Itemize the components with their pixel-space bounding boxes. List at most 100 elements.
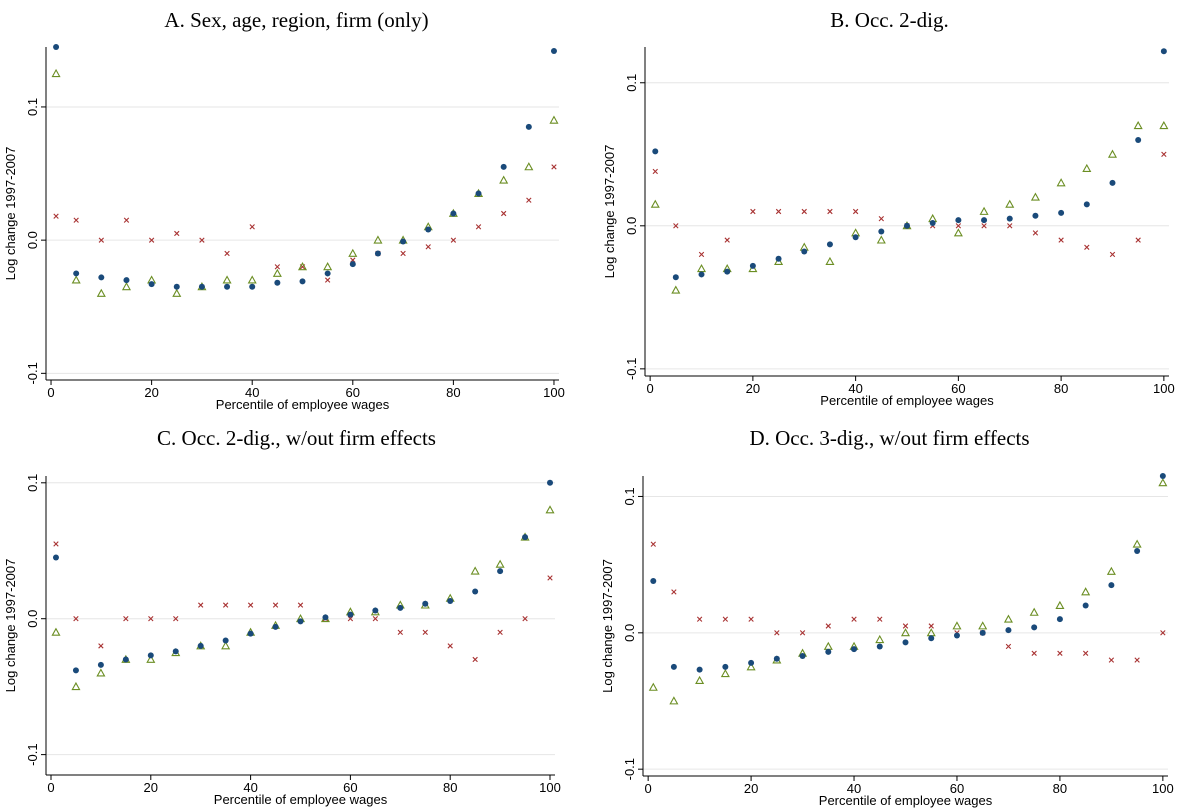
- y-tick-label: -0.1: [25, 743, 40, 765]
- data-point-dot: [1159, 473, 1166, 479]
- data-point-dot: [550, 47, 557, 54]
- data-point-dot: [801, 248, 808, 255]
- data-point-cross: [148, 237, 155, 243]
- data-point-triangle: [499, 175, 509, 184]
- data-point-dot: [147, 652, 154, 659]
- data-point-dot: [299, 278, 306, 285]
- panel-d: D. Occ. 3-dig., w/out firm effects -0.1 0…: [593, 404, 1186, 808]
- data-point-dot: [374, 250, 381, 257]
- data-point-dot: [198, 283, 205, 290]
- data-point-dot: [372, 607, 379, 614]
- x-tick-label: 0: [645, 781, 652, 796]
- data-point-triangle: [978, 621, 988, 630]
- y-tick-label: 0.0: [624, 217, 639, 235]
- data-point-dot: [652, 148, 659, 155]
- data-point-triangle: [774, 256, 784, 265]
- data-point-triangle: [247, 275, 257, 284]
- x-tick-label: 100: [1153, 381, 1175, 396]
- data-point-cross: [249, 224, 255, 230]
- data-point-triangle: [1081, 587, 1091, 596]
- data-point-cross: [851, 616, 857, 622]
- data-point-cross: [53, 541, 59, 547]
- x-tick-label: 100: [539, 780, 561, 795]
- data-point-cross: [547, 575, 553, 581]
- data-point-triangle: [146, 654, 156, 663]
- data-point-cross: [73, 217, 79, 223]
- data-point-triangle: [51, 68, 61, 78]
- data-point-cross: [1108, 657, 1115, 663]
- data-point-dot: [297, 618, 304, 625]
- data-point-cross: [827, 208, 833, 215]
- data-point-triangle: [650, 199, 660, 208]
- data-point-cross: [698, 251, 705, 258]
- data-point-triangle: [297, 262, 308, 271]
- data-point-cross: [174, 230, 180, 237]
- data-point-triangle: [1029, 607, 1039, 616]
- data-point-cross: [1007, 223, 1013, 229]
- data-point-dot: [1056, 616, 1063, 623]
- data-point-triangle: [1005, 199, 1015, 208]
- y-tick-label: 0.0: [25, 610, 40, 628]
- data-point-cross: [878, 215, 885, 222]
- data-point-dot: [1134, 548, 1141, 554]
- data-point-dot: [450, 210, 457, 217]
- data-point-dot: [696, 666, 703, 673]
- x-tick-label: 20: [144, 385, 158, 400]
- data-point-dot: [749, 262, 756, 269]
- data-point-triangle: [373, 235, 383, 244]
- data-point-cross: [447, 643, 453, 649]
- data-point-dot: [98, 274, 105, 281]
- data-point-cross: [123, 616, 129, 622]
- x-tick-label: 40: [848, 381, 862, 396]
- data-point-cross: [722, 616, 729, 622]
- chart-d: -0.1 0.0 0.1 0 20 40 60 80 100 Percentile of empl…: [600, 473, 1174, 808]
- data-point-dot: [272, 623, 279, 630]
- data-point-triangle: [720, 668, 730, 678]
- data-point-cross: [53, 213, 59, 219]
- data-point-cross: [400, 250, 406, 257]
- data-point-dot: [497, 568, 504, 575]
- data-point-cross: [224, 250, 230, 257]
- x-tick-label: 0: [47, 385, 54, 400]
- data-point-cross: [1057, 650, 1063, 656]
- data-point-dot: [670, 663, 677, 670]
- data-point-cross: [475, 224, 482, 230]
- panel-c: C. Occ. 2-dig., w/out firm effects -0.1 0…: [0, 404, 593, 808]
- data-point-dot: [1109, 179, 1116, 186]
- y-tick-label: -0.1: [25, 362, 40, 384]
- data-point-dot: [979, 629, 986, 636]
- data-point-cross: [1032, 230, 1039, 236]
- data-point-cross: [500, 210, 507, 217]
- data-point-dot: [826, 241, 833, 248]
- data-point-cross: [671, 589, 677, 595]
- data-point-dot: [425, 226, 432, 233]
- data-point-cross: [397, 629, 403, 635]
- x-tick-label: 40: [243, 780, 257, 795]
- data-point-triangle: [748, 263, 758, 273]
- data-point-dot: [1082, 602, 1089, 609]
- x-tick-label: 60: [346, 385, 360, 400]
- x-tick-label: 20: [746, 381, 760, 396]
- data-point-dot: [148, 281, 155, 288]
- data-point-triangle: [1159, 120, 1169, 130]
- data-point-cross: [1135, 237, 1141, 243]
- panel-title: C. Occ. 2-dig., w/out firm effects: [157, 426, 436, 450]
- data-point-cross: [748, 616, 754, 622]
- data-point-dot: [347, 611, 354, 618]
- data-point-triangle: [952, 621, 962, 630]
- data-point-cross: [297, 602, 304, 608]
- data-point-dot: [1031, 624, 1038, 631]
- y-axis-label: Log change 1997-2007: [3, 147, 18, 281]
- x-tick-label: 20: [744, 781, 758, 796]
- data-point-cross: [372, 616, 379, 622]
- data-point-cross: [799, 630, 806, 636]
- data-point-dot: [422, 600, 429, 607]
- y-tick-label: 0.1: [25, 474, 40, 492]
- x-tick-label: 20: [144, 780, 158, 795]
- data-point-dot: [249, 283, 256, 290]
- data-point-cross: [1031, 650, 1037, 656]
- data-point-triangle: [876, 235, 886, 244]
- data-point-dot: [698, 271, 705, 278]
- data-point-triangle: [648, 682, 658, 691]
- y-tick-label: 0.0: [25, 231, 40, 249]
